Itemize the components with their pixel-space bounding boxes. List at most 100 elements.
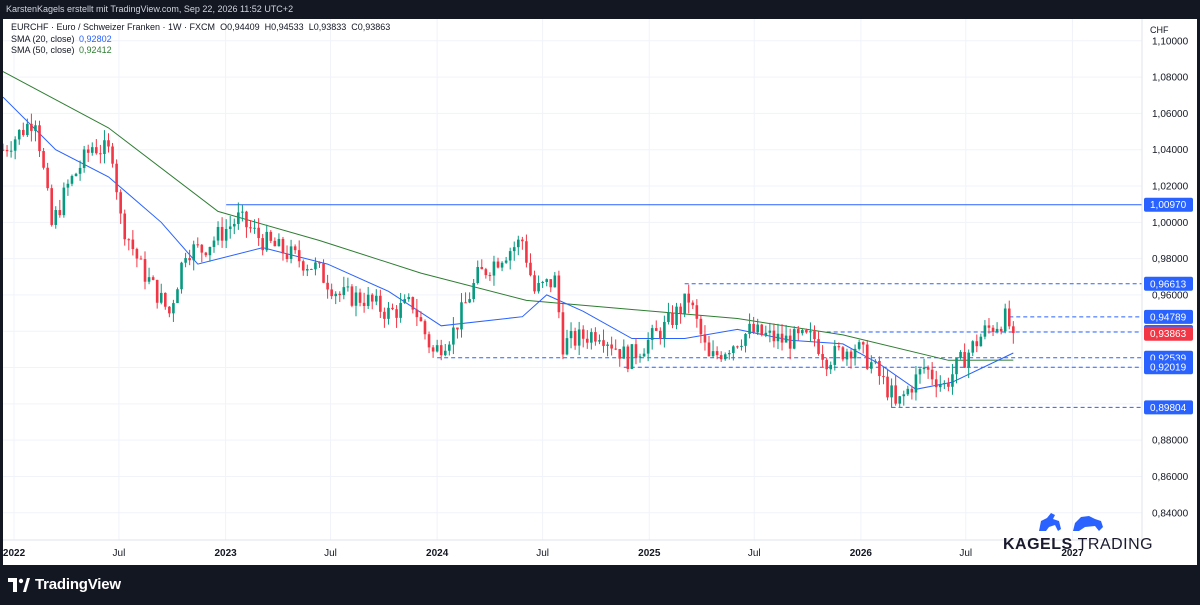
- candle: [261, 234, 264, 256]
- candle-body: [103, 140, 106, 154]
- level-label-text: 1,00970: [1150, 200, 1187, 211]
- ohlc-high: H0,94533: [262, 22, 304, 32]
- candle: [630, 344, 634, 370]
- candle: [841, 345, 845, 362]
- candle: [930, 362, 934, 386]
- candle-body: [638, 356, 642, 358]
- candle: [752, 316, 755, 334]
- candle: [435, 339, 439, 353]
- candle: [857, 339, 861, 351]
- candle: [732, 345, 735, 361]
- candle: [480, 259, 484, 270]
- level-price-label[interactable]: 0,96613: [1144, 276, 1193, 291]
- candle: [784, 324, 788, 343]
- candle: [326, 274, 329, 299]
- last-price-label[interactable]: 0,93863: [1144, 326, 1193, 341]
- price-tick-label: 1,04000: [1152, 145, 1189, 156]
- candle-body: [456, 327, 459, 330]
- candle-body: [500, 262, 504, 268]
- candle: [890, 378, 893, 408]
- candle: [86, 144, 90, 162]
- legend-sma20-row[interactable]: SMA (20, close) 0,92802: [11, 34, 390, 46]
- candle-body: [663, 321, 666, 340]
- candle: [553, 272, 557, 288]
- candle: [135, 247, 139, 268]
- candle-body: [374, 295, 378, 302]
- candle-body: [776, 333, 780, 342]
- candle: [699, 315, 703, 344]
- candle-body: [476, 266, 480, 284]
- tradingview-logo[interactable]: TradingView: [8, 576, 121, 593]
- candle: [143, 251, 147, 290]
- candle-body: [314, 262, 317, 270]
- candle: [464, 292, 467, 304]
- level-label-text: 0,96613: [1150, 279, 1187, 290]
- candle-body: [277, 238, 281, 247]
- candle: [82, 145, 86, 173]
- candle: [362, 292, 366, 313]
- legend-sma50-row[interactable]: SMA (50, close) 0,92412: [11, 45, 390, 57]
- price-tick-label: 0,88000: [1152, 436, 1189, 447]
- candle-body: [553, 275, 557, 288]
- candle-body: [768, 330, 772, 333]
- candle-body: [598, 340, 601, 342]
- candle: [825, 357, 828, 377]
- candle: [910, 385, 914, 400]
- candle: [508, 247, 512, 270]
- candle: [715, 346, 719, 360]
- candle: [204, 251, 208, 258]
- candle-body: [821, 353, 824, 360]
- candle: [249, 220, 252, 233]
- candle: [330, 283, 333, 300]
- price-tick-label: 1,06000: [1152, 109, 1189, 120]
- candle: [979, 333, 983, 347]
- candle-body: [857, 342, 861, 349]
- candle-body: [780, 333, 784, 343]
- candle-body: [38, 125, 41, 152]
- level-price-label[interactable]: 0,89804: [1144, 400, 1193, 415]
- price-tick-label: 0,98000: [1152, 254, 1189, 265]
- candle-body: [370, 294, 374, 302]
- candle: [224, 219, 228, 249]
- level-price-label[interactable]: 0,94789: [1144, 309, 1193, 324]
- candle: [894, 375, 897, 406]
- candle-body: [318, 262, 321, 264]
- level-price-label[interactable]: 0,92019: [1144, 360, 1193, 375]
- candle-body: [488, 275, 492, 277]
- candle-body: [269, 231, 273, 241]
- candle-body: [127, 239, 131, 241]
- candle: [66, 179, 70, 196]
- candle-body: [740, 345, 743, 347]
- chart-legend: EURCHF · Euro / Schweizer Franken · 1W ·…: [11, 22, 390, 57]
- candle-body: [415, 309, 419, 318]
- candle-body: [801, 330, 804, 334]
- candle: [549, 279, 553, 293]
- candle-body: [849, 351, 853, 359]
- candle-body: [188, 258, 191, 261]
- candle: [853, 344, 857, 366]
- candle: [395, 305, 398, 328]
- candle: [99, 144, 102, 164]
- candle-body: [890, 385, 893, 398]
- candle: [845, 348, 849, 366]
- candle: [119, 189, 122, 224]
- candle: [943, 380, 946, 390]
- candle-body: [825, 359, 828, 370]
- candle: [342, 276, 346, 300]
- level-label-bg: [1144, 197, 1193, 212]
- legend-symbol-row[interactable]: EURCHF · Euro / Schweizer Franken · 1W ·…: [11, 22, 390, 34]
- candle-body: [565, 338, 569, 355]
- chart-frame[interactable]: CHF 1,10000 1,08000 1,06000 1,04000 1,02000 1,…: [3, 19, 1197, 565]
- candle-body: [549, 279, 553, 288]
- candle-body: [220, 226, 224, 241]
- candle: [573, 327, 577, 350]
- level-price-label[interactable]: 1,00970: [1144, 197, 1193, 212]
- candle: [123, 209, 127, 246]
- candle: [74, 172, 78, 177]
- time-tick-label: Jul: [324, 548, 337, 559]
- candle: [602, 329, 605, 353]
- time-tick-label: 2023: [214, 548, 237, 559]
- candle: [918, 367, 922, 384]
- candle: [691, 300, 695, 309]
